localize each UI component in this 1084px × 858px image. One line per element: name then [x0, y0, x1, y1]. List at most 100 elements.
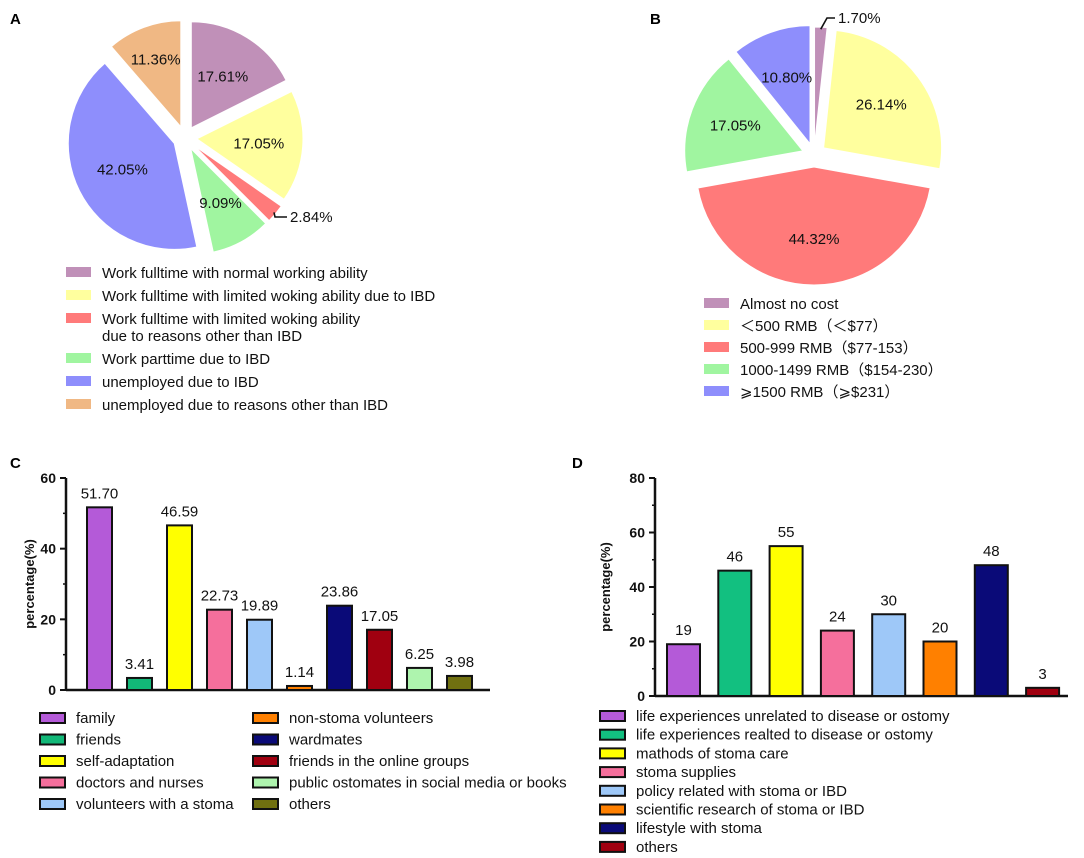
bar-policy-related-with-stoma-or-ibd [871, 613, 907, 697]
bar-public-ostomates-in-social-media-or-books [406, 666, 433, 692]
legend-swatch [66, 267, 91, 277]
legend-label: Work parttime due to IBD [102, 351, 270, 368]
legend-label: Almost no cost [740, 296, 839, 313]
legend-label: Work fulltime with limited woking abilit… [102, 311, 361, 328]
slice-value-label: 42.05% [97, 161, 148, 178]
legend-swatch [704, 386, 729, 396]
legend-swatch [66, 313, 91, 323]
bar-chart-c: 0204060percentage(%)51.703.4146.5922.731… [22, 470, 490, 698]
legend-b: Almost no cost ＜500 RMB（＜$77） 500-999 RMB（… [704, 296, 943, 401]
legend-swatch [599, 710, 626, 722]
legend-label: ＜500 RMB（＜$77） [740, 318, 888, 335]
legend-label: lifestyle with stoma [636, 820, 763, 837]
bar-value-label: 17.05 [361, 608, 399, 625]
bar-life-experiences-unrelated-to-disease-or-ostomy [666, 643, 701, 697]
slice-value-label: 1.70% [838, 10, 881, 27]
pie-slice-almost-no-cost [814, 26, 828, 146]
bar-friends [126, 676, 153, 692]
legend-swatch [599, 766, 626, 779]
pie-slice-work-parttime-due-to-ibd [189, 146, 267, 253]
panel-letter-d: D [572, 455, 583, 472]
legend-label: unemployed due to IBD [102, 374, 259, 391]
legend-swatch [39, 733, 66, 746]
legend-swatch [599, 803, 626, 816]
bar-non-stoma-volunteers [286, 684, 313, 691]
pie-chart-a: 17.61% 17.05% 2.84% 9.09% 42.05% 11.36% [67, 20, 333, 253]
legend-swatch [252, 733, 279, 746]
legend-label: others [289, 796, 331, 813]
legend-swatch [599, 728, 626, 741]
legend-swatch [704, 342, 729, 352]
slice-value-label: 9.09% [199, 195, 242, 212]
pie-slice-work-fulltime-with-limited-woking-ability-due-to-ibd [195, 90, 304, 201]
panel-letter-b: B [650, 11, 661, 28]
pie-slice-500-rmb-77 [823, 29, 943, 170]
bar-value-label: 51.70 [81, 485, 119, 502]
legend-swatch [704, 298, 729, 308]
legend-swatch [66, 290, 91, 300]
bar-value-label: 6.25 [405, 646, 434, 663]
y-tick-label: 80 [629, 470, 645, 486]
bar-doctors-and-nurses [206, 608, 233, 691]
legend-swatch [704, 320, 729, 330]
bar-value-label: 46.59 [161, 503, 199, 520]
legend-swatch [599, 747, 626, 760]
bar-life-experiences-realted-to-disease-or-ostomy [717, 569, 753, 698]
bar-value-label: 55 [778, 524, 795, 541]
y-tick-label: 20 [629, 634, 645, 650]
bar-friends-in-the-online-groups [366, 628, 393, 691]
legend-label: family [76, 710, 116, 727]
y-axis-label: percentage(%) [22, 539, 37, 629]
legend-swatch [252, 712, 279, 724]
legend-swatch [599, 840, 626, 853]
bar-chart-d: 0 20 40 60 80 percentage(%) 19 46 55 24 30 20 48 3 [598, 470, 1068, 704]
pie-slice-work-fulltime-with-limited-woking-ability-due-to-reasons-other-than-ibd [193, 145, 282, 222]
legend-label: life experiences unrelated to disease or… [636, 708, 950, 725]
legend-label: self-adaptation [76, 753, 174, 770]
pie-chart-b: 1.70% 26.14% 44.32% 17.05% 10.80% [684, 10, 943, 286]
pie-slice-unemployed-due-to-reasons-other-than-ibd [110, 20, 182, 129]
pie-slice-500-999-rmb-77-153 [697, 166, 931, 286]
legend-label: friends in the online groups [289, 753, 469, 770]
y-tick-label: 40 [629, 579, 645, 595]
bar-volunteers-with-a-stoma [246, 618, 273, 691]
bar-value-label: 19 [675, 622, 692, 639]
slice-value-label: 2.84% [290, 209, 333, 226]
legend-swatch [66, 376, 91, 386]
bar-value-label: 20 [932, 620, 949, 637]
leader-line [820, 17, 835, 30]
legend-label: wardmates [288, 732, 362, 749]
pie-slice-1000-1499-rmb-154-230 [684, 58, 804, 173]
legend-swatch [704, 364, 729, 374]
legend-swatch [39, 776, 66, 789]
panel-letter-a: A [10, 11, 21, 28]
legend-label: Work fulltime with limited woking abilit… [102, 288, 435, 305]
legend-label: doctors and nurses [76, 775, 204, 792]
y-tick-label: 0 [637, 688, 645, 704]
y-tick-label: 40 [40, 541, 56, 557]
legend-swatch [599, 784, 626, 797]
bar-stoma-supplies [819, 629, 855, 697]
legend-label: Work fulltime with normal working abilit… [102, 265, 368, 282]
legend-label: due to reasons other than IBD [102, 328, 302, 345]
bar-value-label: 3.98 [445, 654, 474, 671]
bar-value-label: 1.14 [285, 664, 314, 681]
bar-others [1025, 686, 1061, 698]
legend-swatch [599, 822, 626, 835]
legend-label: unemployed due to reasons other than IBD [102, 397, 388, 414]
pie-slice-unemployed-due-to-ibd [67, 62, 198, 250]
slice-value-label: 10.80% [761, 70, 812, 87]
y-axis-label: percentage(%) [598, 542, 613, 632]
legend-swatch [252, 776, 279, 789]
legend-swatch [252, 755, 279, 767]
legend-swatch [39, 798, 66, 810]
legend-label: public ostomates in social media or book… [289, 775, 567, 792]
bar-wardmates [326, 604, 353, 691]
slice-value-label: 44.32% [789, 231, 840, 248]
bar-self-adaptation [166, 524, 193, 692]
legend-label: policy related with stoma or IBD [636, 783, 847, 800]
slice-value-label: 26.14% [856, 97, 907, 114]
bar-mathods-of-stoma-care [768, 545, 804, 697]
legend-a: Work fulltime with normal working abilit… [66, 265, 435, 414]
